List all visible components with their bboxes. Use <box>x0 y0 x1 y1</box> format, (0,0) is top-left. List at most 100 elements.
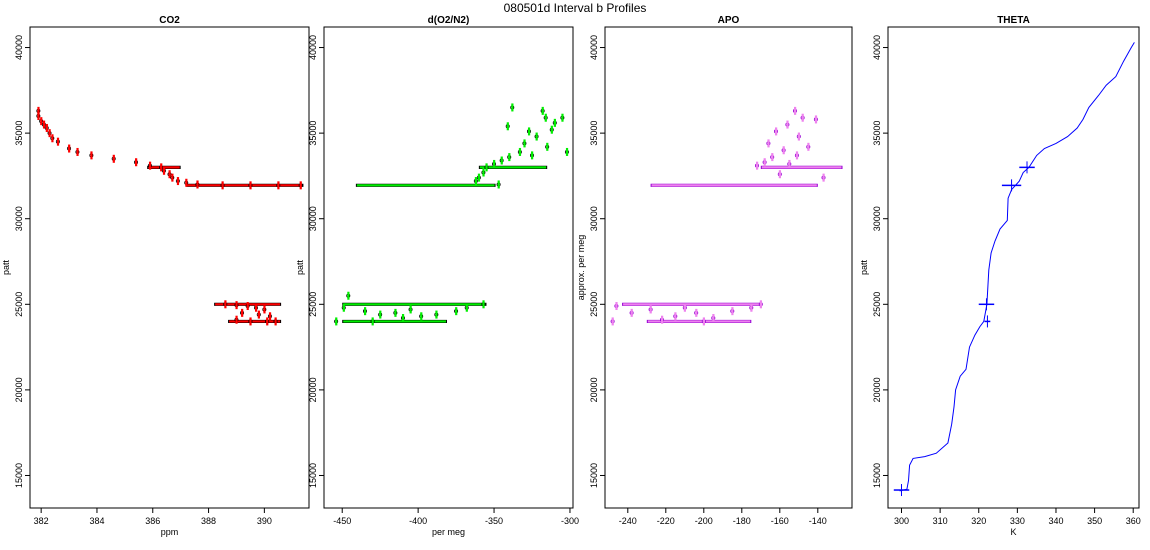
data-point <box>37 112 40 121</box>
data-point <box>299 181 302 190</box>
x-tick-label: -400 <box>409 516 427 526</box>
data-point <box>274 317 277 326</box>
y-tick-label: 30000 <box>308 206 318 231</box>
data-point <box>435 310 438 319</box>
panel-title: d(O2/N2) <box>428 15 470 26</box>
x-tick-label: -140 <box>809 516 827 526</box>
data-point <box>683 303 686 312</box>
plot-frame <box>887 26 1140 509</box>
data-point <box>782 146 785 155</box>
y-tick-label: 25000 <box>14 292 24 317</box>
data-point <box>778 170 781 179</box>
data-point <box>162 166 166 175</box>
y-tick-label: 25000 <box>589 292 599 317</box>
data-layer <box>334 103 569 326</box>
data-point <box>731 307 734 316</box>
x-tick-label: 350 <box>1087 516 1102 526</box>
data-point <box>500 156 503 165</box>
x-tick-label: 360 <box>1126 516 1141 526</box>
data-point <box>546 142 549 151</box>
data-point <box>196 180 199 189</box>
x-tick-label: 320 <box>971 516 986 526</box>
data-point <box>763 158 766 167</box>
data-point <box>485 163 488 172</box>
data-point <box>90 151 93 160</box>
data-point <box>335 317 338 326</box>
data-point <box>235 301 238 310</box>
y-tick-label: 25000 <box>308 292 318 317</box>
data-point <box>535 132 538 141</box>
y-tick-label: 40000 <box>308 35 318 60</box>
data-point <box>527 127 531 136</box>
data-point <box>37 106 40 115</box>
y-tick-label: 40000 <box>872 35 882 60</box>
x-tick-label: -200 <box>695 516 713 526</box>
y-tick-label: 30000 <box>14 206 24 231</box>
data-point <box>185 178 188 187</box>
data-point <box>795 151 799 160</box>
data-point <box>822 173 825 182</box>
data-point <box>756 161 759 170</box>
data-point <box>531 151 534 160</box>
y-tick-label: 25000 <box>872 292 882 317</box>
data-point <box>801 113 804 122</box>
data-point <box>249 181 252 190</box>
x-tick-label: 388 <box>201 516 216 526</box>
data-point <box>750 303 753 312</box>
data-point <box>221 181 224 190</box>
data-point <box>342 303 345 312</box>
x-tick-label: -350 <box>485 516 503 526</box>
data-point <box>771 153 774 162</box>
data-point <box>363 307 367 316</box>
y-tick-label: 35000 <box>589 121 599 146</box>
data-point <box>160 163 163 172</box>
y-tick-label: 35000 <box>14 121 24 146</box>
data-point <box>455 307 458 316</box>
data-point <box>759 300 762 309</box>
data-point <box>477 173 481 182</box>
data-point <box>76 147 79 156</box>
plot-frame <box>29 26 310 509</box>
panel-2: d(O2/N2) -450 -400 -350 -300 15000 20000 25000 3… <box>295 15 579 537</box>
data-point <box>807 142 810 151</box>
data-point <box>518 147 522 156</box>
data-point <box>794 106 797 115</box>
x-tick-label: 386 <box>145 516 160 526</box>
y-axis-label: approx. per meg <box>576 235 586 301</box>
figure-title: 080501d Interval b Profiles <box>504 1 647 15</box>
x-tick-label: 310 <box>933 516 948 526</box>
data-point <box>254 303 258 312</box>
data-point <box>767 139 770 148</box>
data-layer <box>893 42 1135 497</box>
y-axis-label: patt <box>859 259 869 275</box>
x-axis-label: per meg <box>432 527 465 537</box>
y-tick-label: 20000 <box>14 377 24 402</box>
data-point <box>775 127 778 136</box>
data-point <box>474 177 478 186</box>
y-tick-label: 40000 <box>14 35 24 60</box>
data-point <box>523 139 526 148</box>
x-axis-label: K <box>1010 527 1016 537</box>
x-tick-label: 330 <box>1010 516 1025 526</box>
y-tick-label: 35000 <box>308 121 318 146</box>
data-point <box>268 312 272 321</box>
data-point <box>148 161 152 170</box>
y-tick-label: 15000 <box>589 463 599 488</box>
x-tick-label: 390 <box>257 516 272 526</box>
y-tick-label: 20000 <box>589 377 599 402</box>
data-point <box>506 122 509 131</box>
data-point <box>649 305 652 314</box>
data-point <box>814 115 818 124</box>
panel-3: APO -240 -220 -200 -180 -160 -140 15000 20000 250… <box>576 15 853 526</box>
data-point <box>68 144 71 153</box>
data-point <box>508 153 511 162</box>
x-axis-label: ppm <box>161 527 179 537</box>
y-axis-label: patt <box>1 259 11 275</box>
data-point <box>246 302 249 311</box>
data-point <box>45 123 48 132</box>
data-point <box>797 132 800 141</box>
panel-title: THETA <box>997 15 1030 26</box>
data-point <box>550 125 553 134</box>
x-tick-label: 384 <box>89 516 104 526</box>
